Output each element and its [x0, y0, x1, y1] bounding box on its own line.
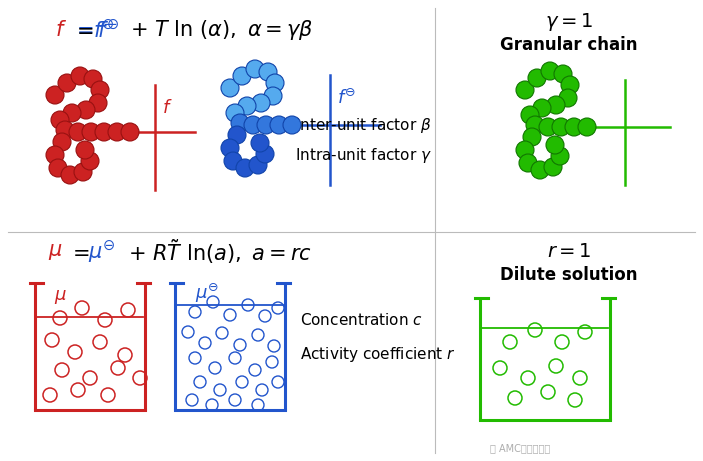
- Circle shape: [236, 159, 254, 177]
- Circle shape: [244, 116, 262, 134]
- Circle shape: [238, 97, 256, 115]
- Text: Intra-unit factor $\gamma$: Intra-unit factor $\gamma$: [295, 146, 432, 165]
- Circle shape: [541, 62, 559, 80]
- Circle shape: [233, 67, 251, 85]
- Circle shape: [71, 67, 89, 85]
- Text: $\gamma = 1$: $\gamma = 1$: [545, 11, 593, 33]
- Circle shape: [251, 134, 269, 152]
- Circle shape: [49, 159, 67, 177]
- Circle shape: [519, 154, 537, 172]
- Circle shape: [270, 116, 288, 134]
- Text: $\it{f}$: $\it{f}$: [162, 99, 173, 117]
- Text: Granular chain: Granular chain: [501, 36, 638, 54]
- Text: $+\ \it{T}\ \mathrm{ln}\ (\alpha),\ \alpha = \gamma\beta$: $+\ \it{T}\ \mathrm{ln}\ (\alpha),\ \alp…: [130, 18, 314, 42]
- Circle shape: [256, 145, 274, 163]
- Text: $\mu$: $\mu$: [53, 288, 67, 306]
- Circle shape: [533, 99, 551, 117]
- Circle shape: [544, 158, 562, 176]
- Circle shape: [74, 163, 92, 181]
- Circle shape: [578, 118, 596, 136]
- Circle shape: [91, 81, 109, 99]
- Circle shape: [221, 139, 239, 157]
- Circle shape: [63, 104, 81, 122]
- Circle shape: [84, 70, 102, 88]
- Circle shape: [46, 86, 64, 104]
- Circle shape: [249, 156, 267, 174]
- Circle shape: [95, 123, 113, 141]
- Circle shape: [58, 74, 76, 92]
- Circle shape: [246, 60, 264, 78]
- Circle shape: [69, 123, 87, 141]
- Circle shape: [561, 76, 579, 94]
- Circle shape: [252, 94, 270, 112]
- Text: $\mu^{\ominus}$: $\mu^{\ominus}$: [88, 239, 115, 265]
- Text: $= \it{f}^{\mathsf{\ominus}}$: $= \it{f}^{\mathsf{\ominus}}$: [72, 19, 120, 41]
- Circle shape: [121, 123, 139, 141]
- Text: 🔬 AMC数字竞赛班: 🔬 AMC数字竞赛班: [490, 443, 550, 453]
- Circle shape: [46, 146, 64, 164]
- Circle shape: [77, 101, 95, 119]
- Circle shape: [551, 147, 569, 165]
- Circle shape: [76, 141, 94, 159]
- Text: Dilute solution: Dilute solution: [501, 266, 638, 284]
- Text: $\it{f}^{\ominus}$: $\it{f}^{\ominus}$: [337, 89, 356, 108]
- Circle shape: [224, 152, 242, 170]
- Circle shape: [531, 161, 549, 179]
- Circle shape: [565, 118, 583, 136]
- Text: $=$: $=$: [68, 242, 89, 261]
- Circle shape: [554, 65, 572, 83]
- Circle shape: [89, 94, 107, 112]
- Circle shape: [516, 141, 534, 159]
- Circle shape: [526, 116, 544, 134]
- Circle shape: [81, 152, 99, 170]
- Text: $+\ R\tilde{T}\ \mathrm{ln}(a),\ a = rc$: $+\ R\tilde{T}\ \mathrm{ln}(a),\ a = rc$: [128, 237, 312, 266]
- Circle shape: [528, 69, 546, 87]
- Circle shape: [51, 111, 69, 129]
- Circle shape: [283, 116, 301, 134]
- Circle shape: [264, 87, 282, 105]
- Text: $\it{f}^{\mathsf{\ominus}}$: $\it{f}^{\mathsf{\ominus}}$: [93, 19, 115, 41]
- Text: Inter-unit factor $\beta$: Inter-unit factor $\beta$: [295, 116, 432, 135]
- Text: Activity coefficient $r$: Activity coefficient $r$: [300, 345, 456, 365]
- Text: $=$: $=$: [72, 20, 93, 40]
- Circle shape: [231, 114, 249, 132]
- Text: $r = 1$: $r = 1$: [547, 243, 591, 261]
- Circle shape: [56, 121, 74, 139]
- Circle shape: [53, 133, 71, 151]
- Circle shape: [61, 166, 79, 184]
- Circle shape: [552, 118, 570, 136]
- Circle shape: [516, 81, 534, 99]
- Circle shape: [266, 74, 284, 92]
- Text: $\it{f}$: $\it{f}$: [55, 20, 67, 40]
- Circle shape: [108, 123, 126, 141]
- Text: Concentration $c$: Concentration $c$: [300, 312, 423, 328]
- Circle shape: [559, 89, 577, 107]
- Circle shape: [523, 128, 541, 146]
- Circle shape: [259, 63, 277, 81]
- Circle shape: [547, 96, 565, 114]
- Circle shape: [82, 123, 100, 141]
- Text: $\mu^{\ominus}$: $\mu^{\ominus}$: [195, 281, 219, 305]
- Circle shape: [521, 106, 539, 124]
- Circle shape: [546, 136, 564, 154]
- Circle shape: [257, 116, 275, 134]
- Circle shape: [228, 126, 246, 144]
- Text: $\mu$: $\mu$: [48, 242, 63, 262]
- Circle shape: [226, 104, 244, 122]
- Circle shape: [539, 118, 557, 136]
- Circle shape: [221, 79, 239, 97]
